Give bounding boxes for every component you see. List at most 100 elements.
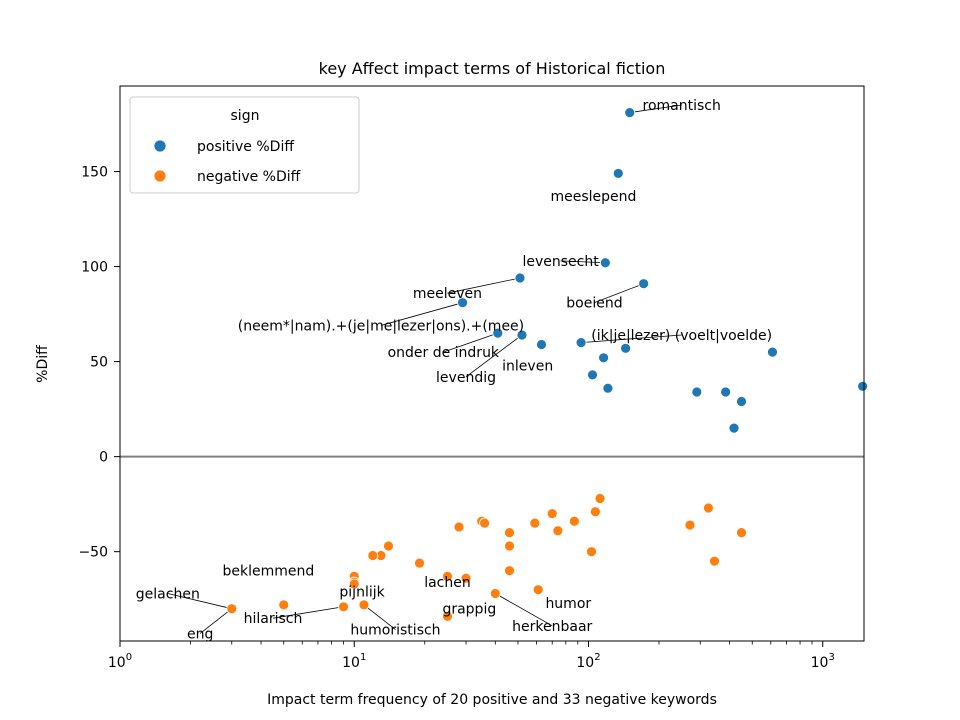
annotation-label: (ik|je|lezer) (voelt|voelde) — [591, 328, 772, 344]
annotation-leader-line — [199, 608, 233, 634]
data-point — [460, 572, 472, 584]
data-point — [684, 519, 696, 531]
y-tick-label: 50 — [90, 355, 108, 371]
data-point — [575, 337, 587, 348]
legend-label: positive %Diff — [197, 139, 294, 155]
data-point — [552, 525, 564, 537]
annotation-label: boeiend — [566, 296, 622, 312]
data-point — [516, 329, 528, 341]
plot-frame — [119, 85, 865, 642]
data-point — [536, 339, 547, 350]
annotation-label: meeslepend — [551, 189, 637, 205]
legend-box — [129, 96, 360, 194]
data-point — [568, 515, 580, 527]
data-point — [546, 508, 558, 520]
annotation-label: humoristisch — [350, 623, 440, 639]
data-point — [594, 493, 606, 504]
data-point — [514, 272, 526, 284]
annotation-label: gelachen — [136, 586, 200, 602]
data-point — [278, 599, 290, 611]
annotation-leader-line — [443, 332, 498, 353]
data-point — [703, 502, 714, 514]
data-point — [857, 380, 869, 392]
x-tick-label: 102 — [576, 652, 600, 671]
annotation-leader-line — [447, 277, 521, 294]
data-point — [442, 610, 453, 622]
annotation-leader-line — [272, 606, 344, 619]
data-point — [338, 601, 349, 613]
legend-title: sign — [231, 108, 260, 124]
data-point — [736, 527, 747, 539]
x-axis-label: Impact term frequency of 20 positive and… — [267, 692, 717, 708]
y-tick-label: −50 — [78, 545, 108, 561]
annotation-label: beklemmend — [223, 564, 315, 580]
data-point — [479, 517, 490, 529]
data-point — [489, 588, 501, 599]
data-point — [414, 557, 425, 569]
x-tick-label: 100 — [108, 652, 132, 671]
data-point — [442, 570, 453, 582]
x-tick-label: 103 — [811, 652, 835, 671]
annotation-label: pijnlijk — [339, 585, 385, 601]
annotation-leader-line — [363, 604, 396, 630]
annotation-label: inleven — [502, 358, 553, 374]
x-tick-label: 101 — [342, 652, 366, 671]
data-point — [720, 386, 732, 398]
annotation-label: levendig — [436, 370, 496, 386]
annotation-leader-line — [465, 334, 523, 378]
data-point — [691, 386, 703, 398]
annotation-label: humor — [545, 596, 591, 612]
annotation-leader-line — [629, 104, 682, 114]
data-point — [532, 584, 544, 596]
data-point — [504, 527, 515, 539]
annotation-label: herkenbaar — [512, 619, 592, 635]
data-point — [358, 599, 370, 611]
data-point — [226, 603, 238, 615]
annotation-leader-line — [594, 283, 644, 304]
annotation-label: meeleven — [413, 286, 482, 302]
data-point — [492, 327, 504, 339]
data-point — [602, 382, 614, 394]
annotation-label: lachen — [424, 575, 471, 591]
data-point — [587, 369, 598, 381]
data-point — [598, 352, 609, 364]
legend: sign positive %Diff negative %Diff — [129, 96, 360, 194]
data-point — [638, 278, 650, 290]
data-point — [736, 396, 747, 407]
y-tick-label: 150 — [81, 165, 108, 181]
data-point — [599, 257, 611, 269]
data-point — [620, 342, 631, 354]
annotation-label: onder de indruk — [388, 345, 500, 361]
y-tick-label: 0 — [99, 450, 108, 466]
data-point — [367, 550, 379, 561]
data-point — [504, 565, 515, 577]
annotation-label: eng — [187, 626, 213, 642]
annotation-leader-line — [495, 593, 553, 627]
chart-title: key Affect impact terms of Historical fi… — [319, 59, 666, 78]
data-point — [586, 546, 597, 558]
annotation-label: grappig — [442, 602, 496, 618]
data-point — [348, 578, 360, 590]
annotation-label: (neem*|nam).+(je|me|lezer|ons).+(mee) — [238, 318, 524, 334]
annotation-label: hilarisch — [244, 611, 303, 627]
data-point — [453, 521, 465, 533]
legend-marker — [153, 169, 167, 183]
data-point — [612, 168, 624, 179]
annotation-label: levensecht — [522, 254, 599, 270]
data-point — [383, 540, 394, 552]
y-tick-label: 100 — [81, 260, 108, 276]
annotation-leader-line — [380, 302, 463, 326]
data-point — [504, 540, 515, 552]
annotation-leader-line — [560, 260, 606, 264]
data-point — [529, 517, 541, 529]
annotation-leader-line — [581, 334, 682, 343]
data-point — [728, 422, 740, 434]
data-point — [457, 297, 468, 309]
legend-label: negative %Diff — [197, 169, 301, 185]
data-point — [624, 107, 636, 119]
annotation-label: romantisch — [643, 98, 721, 114]
y-axis-label: %Diff — [35, 345, 51, 383]
data-point — [709, 555, 720, 567]
data-point — [589, 506, 601, 518]
data-point — [767, 346, 778, 358]
